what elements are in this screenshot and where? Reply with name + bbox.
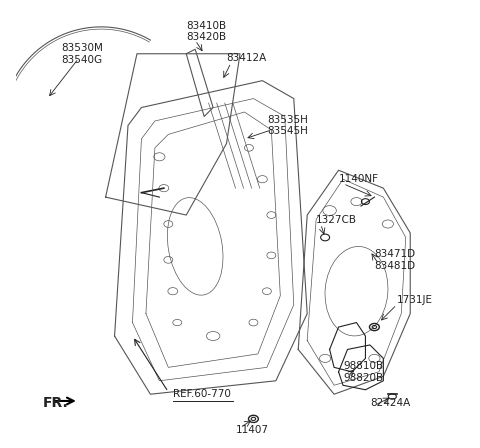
Text: 83530M
83540G: 83530M 83540G	[61, 43, 103, 65]
Text: 83410B
83420B: 83410B 83420B	[186, 21, 227, 42]
Text: 98810B
98820B: 98810B 98820B	[343, 361, 383, 383]
Text: 11407: 11407	[236, 425, 268, 435]
Text: 1731JE: 1731JE	[397, 295, 433, 305]
Text: 83471D
83481D: 83471D 83481D	[374, 249, 416, 271]
Text: 1140NF: 1140NF	[338, 174, 379, 184]
Text: REF.60-770: REF.60-770	[173, 389, 231, 399]
Text: 82424A: 82424A	[370, 398, 410, 408]
Text: 83535H
83545H: 83535H 83545H	[267, 115, 308, 136]
Text: 1327CB: 1327CB	[316, 215, 357, 224]
Text: 83412A: 83412A	[227, 53, 267, 63]
Text: FR.: FR.	[43, 396, 69, 410]
